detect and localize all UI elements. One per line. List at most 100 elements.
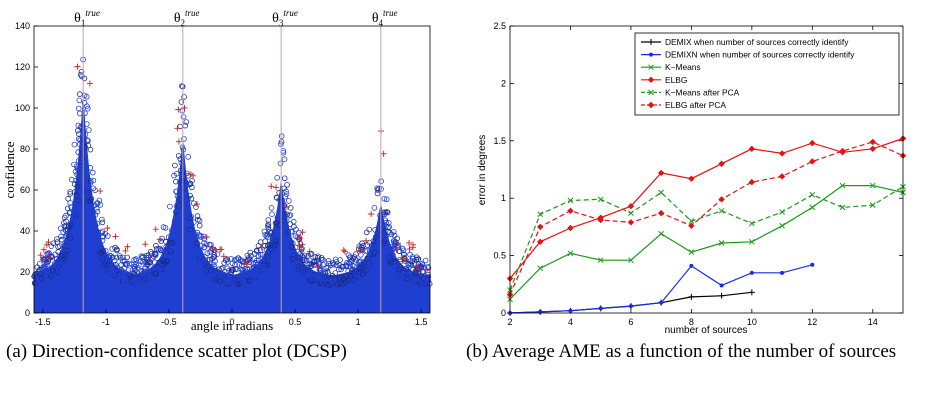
outlier-point	[357, 247, 363, 254]
line-x-tick-label: 14	[868, 317, 878, 327]
scatter-point	[141, 272, 148, 279]
data-point	[718, 240, 725, 246]
scatter-point	[318, 255, 325, 261]
scatter-point	[197, 249, 203, 255]
scatter-point	[96, 197, 103, 204]
outlier-point	[314, 263, 321, 270]
line-plot-area	[509, 25, 904, 314]
scatter-point	[71, 181, 78, 188]
scatter-point	[347, 254, 354, 260]
scatter-point	[385, 224, 391, 231]
scatter-point	[170, 229, 177, 236]
scatter-point	[376, 224, 383, 231]
scatter-point	[382, 217, 389, 224]
scatter-point	[286, 241, 292, 248]
legend-label: ELBG	[665, 75, 687, 85]
scatter-point	[77, 110, 83, 117]
line-y-tick-label: 1	[501, 193, 506, 203]
data-point	[688, 249, 695, 256]
scatter-point	[161, 248, 167, 255]
scatter-point	[271, 238, 278, 245]
data-point	[537, 265, 544, 272]
scatter-point	[187, 180, 194, 187]
data-point	[779, 209, 785, 215]
scatter-point	[65, 247, 71, 254]
scatter-point	[345, 278, 352, 285]
scatter-point	[173, 188, 180, 195]
scatter-point	[187, 226, 193, 233]
legend-marker	[648, 39, 654, 45]
data-point	[598, 306, 603, 311]
scatter-point	[36, 261, 43, 267]
line-x-tick-label: 10	[747, 317, 757, 327]
scatter-point	[178, 160, 185, 166]
scatter-point	[53, 256, 60, 262]
legend-entry: DEMIXN when number of sources correctly …	[641, 50, 855, 60]
data-point	[657, 209, 665, 217]
outlier-point	[174, 125, 181, 132]
scatter-point	[336, 262, 343, 269]
scatter-point	[367, 261, 374, 267]
scatter-point	[75, 149, 81, 155]
data-point	[537, 238, 544, 246]
scatter-point	[91, 230, 97, 236]
scatter-point	[76, 131, 82, 137]
scatter-point	[216, 266, 222, 273]
scatter-point	[167, 203, 173, 210]
scatter-point	[193, 237, 199, 243]
scatter-point	[84, 121, 90, 127]
scatter-point	[396, 248, 403, 255]
legend-label: K−Means after PCA	[665, 87, 740, 97]
outlier-point	[298, 246, 305, 253]
scatter-point	[410, 255, 416, 262]
outlier-point	[363, 237, 370, 244]
scatter-point	[194, 240, 200, 246]
scatter-point	[66, 210, 73, 216]
scatter-point	[425, 277, 432, 284]
data-point	[748, 238, 755, 245]
scatter-point	[141, 278, 147, 285]
scatter-point	[357, 264, 363, 270]
scatter-point	[352, 256, 359, 263]
scatter-point	[69, 228, 76, 235]
scatter-point	[37, 270, 44, 277]
scatter-point	[74, 205, 80, 211]
scatter-point	[383, 196, 390, 203]
scatter-point	[269, 211, 275, 218]
scatter-point	[311, 277, 318, 284]
legend-entry: K−Means after PCA	[641, 87, 740, 97]
scatter-point	[161, 263, 167, 270]
outlier-point	[152, 226, 159, 233]
scatter-point	[304, 268, 311, 275]
scatter-x-tick-label: 0.5	[289, 317, 302, 327]
scatter-x-tick-label: 1	[356, 317, 361, 327]
legend-entry: ELBG after PCA	[641, 100, 726, 110]
scatter-point	[140, 253, 146, 260]
scatter-point	[343, 263, 349, 270]
scatter-point	[271, 242, 278, 249]
scatter-point	[71, 141, 78, 148]
scatter-point	[224, 256, 231, 263]
series-line	[509, 264, 813, 314]
scatter-point	[98, 250, 105, 256]
scatter-y-tick-label: 40	[20, 226, 30, 236]
scatter-point	[85, 198, 92, 204]
legend: DEMIX when number of sources correctly i…	[634, 32, 900, 116]
scatter-point	[55, 244, 61, 250]
scatter-point	[162, 225, 169, 231]
scatter-point	[172, 162, 178, 169]
scatter-point	[207, 256, 213, 263]
scatter-point	[265, 234, 271, 241]
scatter-point	[282, 193, 289, 200]
scatter-point	[228, 269, 235, 276]
scatter-point	[279, 197, 285, 204]
data-point	[778, 150, 786, 157]
scatter-point	[273, 237, 279, 244]
scatter-point	[265, 221, 272, 228]
scatter-point	[299, 256, 306, 263]
legend-marker	[647, 76, 655, 83]
outlier-point	[189, 172, 196, 179]
scatter-point	[306, 270, 312, 277]
scatter-point	[273, 232, 280, 238]
line-x-tick-label: 2	[507, 317, 512, 327]
